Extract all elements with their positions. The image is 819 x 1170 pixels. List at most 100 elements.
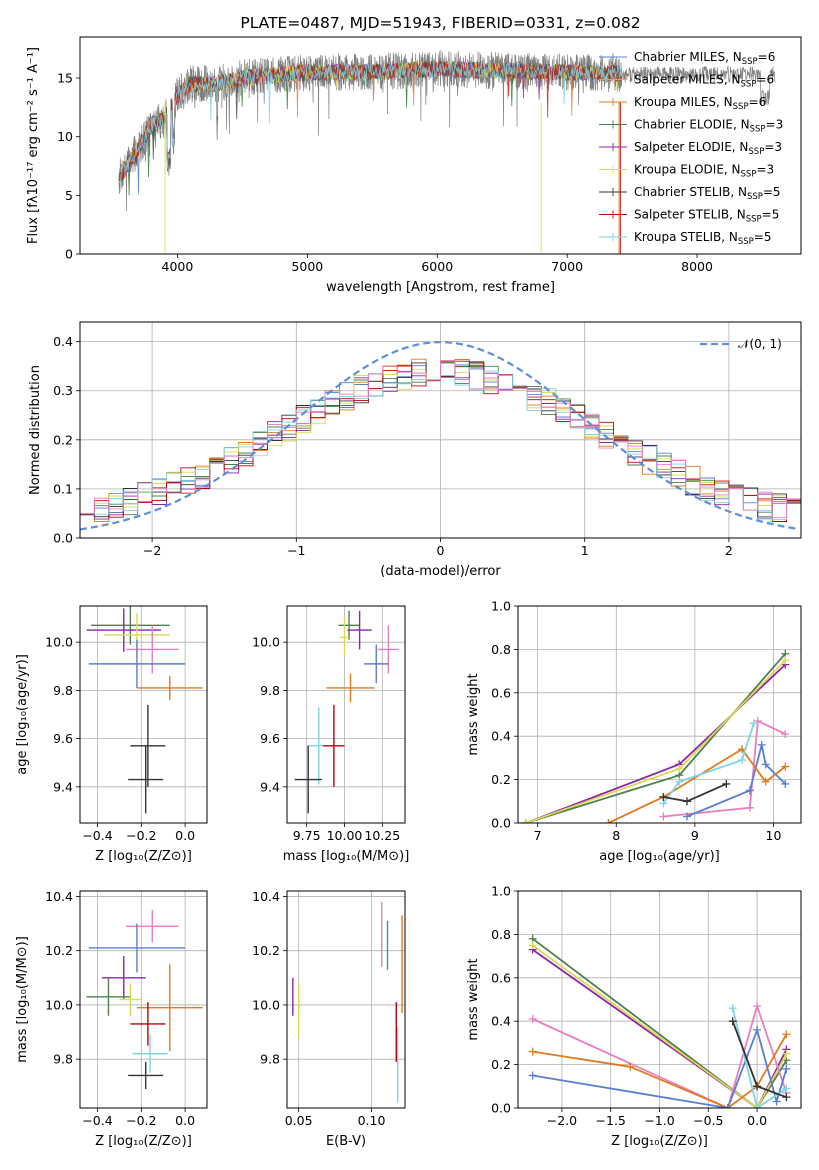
weight-marker [749, 719, 758, 728]
y-tick-label: 0.4 [491, 729, 511, 744]
x-tick-label: 9 [691, 828, 699, 843]
plot-area [287, 891, 405, 1108]
error-point [323, 704, 345, 787]
weight-marker [722, 779, 731, 788]
legend-eq: =6 [758, 50, 776, 64]
chart-mass_vs_Z: −0.4 −0.2 0.0 9.8 10.0 10.2 10.4 Z [log₁₀(Z/Z⊙)… [15, 889, 208, 1149]
y-tick-label: 10.0 [252, 997, 280, 1012]
legend-label: Chabrier MILES, N [634, 50, 742, 64]
x-tick-label: 10.25 [364, 828, 400, 843]
y-axis-label: mass weight [466, 958, 481, 1040]
weight-marker [675, 764, 684, 773]
axes-frame [517, 890, 802, 1109]
weight-series [731, 1007, 787, 1108]
legend-entry: Kroupa STELIB, NSSP=5 [634, 230, 772, 247]
y-tick-label: 9.8 [53, 683, 73, 698]
y-tick-label: 0.0 [491, 816, 511, 831]
x-tick-label: −1.0 [644, 1113, 674, 1128]
weight-marker [772, 1097, 781, 1106]
legend-eq: =5 [762, 208, 780, 222]
plot-area [80, 891, 207, 1108]
weight-marker [782, 1093, 791, 1102]
x-tick-label: −1.5 [596, 1113, 626, 1128]
error-point [90, 606, 170, 645]
y-tick-label: 10.2 [252, 943, 280, 958]
x-tick-label: 0.0 [175, 828, 195, 843]
y-tick-label: 10.0 [252, 635, 280, 650]
legend-entry: Salpeter ELODIE, NSSP=3 [634, 140, 782, 157]
y-tick-label: 1.0 [491, 884, 511, 899]
weight-marker [659, 812, 668, 821]
weight-marker [782, 1049, 791, 1058]
weight-marker [683, 812, 692, 821]
weight-marker [745, 803, 754, 812]
weight-marker [781, 730, 790, 739]
error-point [338, 610, 360, 640]
weight-marker [753, 1104, 762, 1108]
y-tick-label: 0.8 [491, 642, 511, 657]
chart-weight_vs_age: 7 8 9 10 0.0 0.2 0.4 0.6 0.8 1.0 age [log₁₀(age/yr… [466, 599, 802, 864]
legend-entry: Salpeter STELIB, NSSP=5 [634, 208, 779, 225]
legend-entry: Kroupa MILES, NSSP=6 [634, 95, 766, 112]
x-axis-label: mass [log₁₀(M/M⊙)] [283, 849, 410, 864]
legend-eq: =3 [764, 140, 782, 154]
legend-sub: SSP [748, 147, 764, 157]
weight-series [662, 722, 755, 805]
weight-marker [723, 1104, 732, 1108]
error-point [136, 675, 203, 701]
x-tick-label: 0 [437, 543, 445, 558]
x-axis-label: Z [log₁₀(Z/Z⊙)] [611, 1134, 708, 1149]
x-tick-label: 1 [581, 543, 589, 558]
axes-frame [79, 36, 802, 255]
legend-sub: SSP [750, 125, 766, 135]
error-point [88, 923, 186, 973]
legend-eq: =5 [754, 230, 772, 244]
legend-label: Kroupa MILES, N [634, 95, 733, 109]
y-tick-label: 10.0 [45, 635, 73, 650]
y-tick-label: 5 [65, 188, 73, 203]
legend-label: Salpeter ELODIE, N [634, 140, 748, 154]
weight-marker [753, 1025, 762, 1034]
error-point [130, 704, 166, 787]
weight-marker [761, 777, 770, 786]
y-axis-label: Flux [fλ10⁻¹⁷ erg cm⁻² s⁻¹ A⁻¹] [26, 47, 41, 244]
legend-entry: Chabrier ELODIE, NSSP=3 [634, 118, 783, 135]
y-tick-label: 9.4 [53, 779, 73, 794]
chart-mass_vs_ebv: 0.05 0.10 9.8 10.0 10.2 10.4 E(B-V) [252, 889, 406, 1149]
x-axis-label: wavelength [Angstrom, rest frame] [326, 280, 555, 295]
x-tick-label: 6000 [421, 259, 453, 274]
plot-area [518, 891, 801, 1108]
model-spectrum [118, 61, 623, 184]
chart-spectrum: 4000 5000 6000 7000 8000 0 5 10 15 wavelength [An… [26, 14, 802, 295]
weight-marker [781, 779, 790, 788]
plot-area [80, 322, 801, 538]
legend-label: Salpeter MILES, N [634, 73, 741, 87]
x-tick-label: 0.05 [285, 1113, 313, 1128]
legend-sub: SSP [733, 102, 749, 112]
weight-series [525, 653, 786, 823]
error-point [86, 977, 131, 1016]
y-tick-label: 0.0 [53, 531, 73, 546]
y-axis-label: age [log₁₀(age/yr)] [15, 654, 30, 775]
error-point [132, 1034, 168, 1073]
y-tick-label: 0.3 [53, 383, 73, 398]
weight-series [532, 937, 788, 1108]
x-tick-label: 8000 [681, 259, 713, 274]
x-tick-label: 2 [725, 543, 733, 558]
x-tick-label: −2.0 [547, 1113, 577, 1128]
x-tick-label: −0.5 [693, 1113, 723, 1128]
y-tick-label: 0.2 [53, 432, 73, 447]
y-tick-label: 0 [65, 247, 73, 262]
weight-marker [728, 1017, 737, 1026]
y-tick-label: 10.4 [252, 889, 280, 904]
weight-marker [753, 1082, 762, 1091]
weight-series [686, 744, 786, 818]
legend-eq: =3 [766, 118, 784, 132]
y-tick-label: 0.1 [53, 481, 73, 496]
x-axis-label: Z [log₁₀(Z/Z⊙)] [95, 849, 192, 864]
legend-sub: SSP [746, 215, 762, 225]
y-tick-label: 10.4 [45, 889, 73, 904]
axes-frame [517, 605, 802, 824]
y-tick-label: 1.0 [491, 599, 511, 614]
